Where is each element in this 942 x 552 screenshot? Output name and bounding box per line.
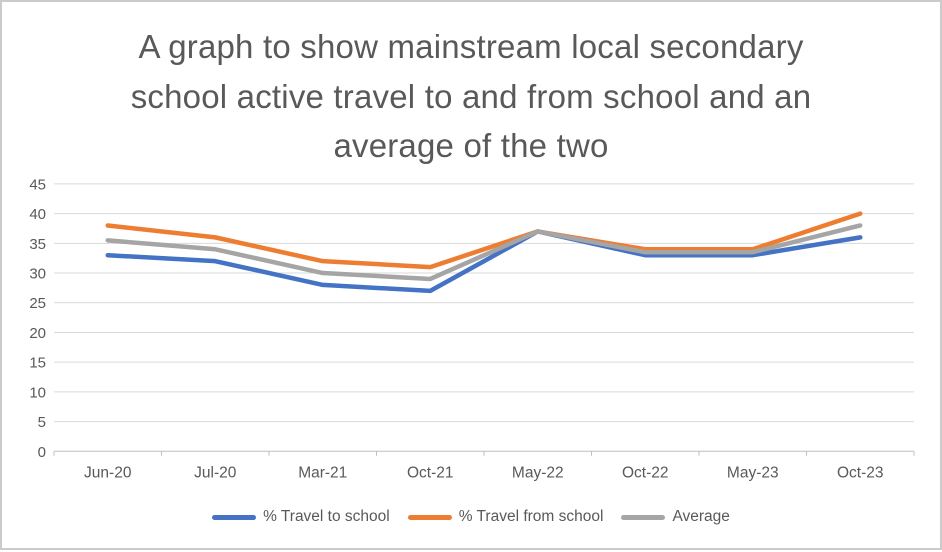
legend: % Travel to school % Travel from school Av… (2, 508, 940, 526)
legend-item-travel-from-school: % Travel from school (407, 508, 604, 526)
y-tick-label-10: 10 (29, 384, 46, 401)
legend-item-average: Average (621, 508, 730, 526)
y-tick-label-40: 40 (29, 206, 46, 223)
legend-item-travel-to-school: % Travel to school (212, 508, 390, 526)
legend-marker-icon (621, 514, 666, 520)
legend-label: % Travel from school (458, 508, 604, 525)
y-tick-label-0: 0 (38, 444, 46, 461)
y-tick-label-30: 30 (29, 266, 46, 283)
legend-label: % Travel to school (263, 508, 390, 525)
x-tick-label-Mar-21: Mar-21 (298, 464, 347, 481)
series-line-average (105, 223, 863, 282)
y-tick-label-35: 35 (29, 236, 46, 253)
series-line-travel-from-school (105, 211, 863, 270)
x-tick-label-May-23: May-23 (727, 464, 779, 481)
y-tick-label-15: 15 (29, 355, 46, 372)
y-tick-label-5: 5 (38, 414, 46, 431)
legend-marker-icon (212, 514, 257, 520)
legend-marker-icon (407, 514, 452, 520)
x-tick-label-May-22: May-22 (512, 464, 564, 481)
x-tick-label-Oct-22: Oct-22 (622, 464, 669, 481)
x-tick-label-Oct-23: Oct-23 (837, 464, 884, 481)
y-tick-label-45: 45 (29, 176, 46, 193)
legend-label: Average (672, 508, 730, 525)
series-line-travel-to-school (105, 229, 863, 294)
x-tick-label-Jun-20: Jun-20 (84, 464, 132, 481)
x-tick-label-Oct-21: Oct-21 (407, 464, 454, 481)
x-tick-label-Jul-20: Jul-20 (194, 464, 237, 481)
y-tick-label-20: 20 (29, 325, 46, 342)
y-tick-label-25: 25 (29, 295, 46, 312)
